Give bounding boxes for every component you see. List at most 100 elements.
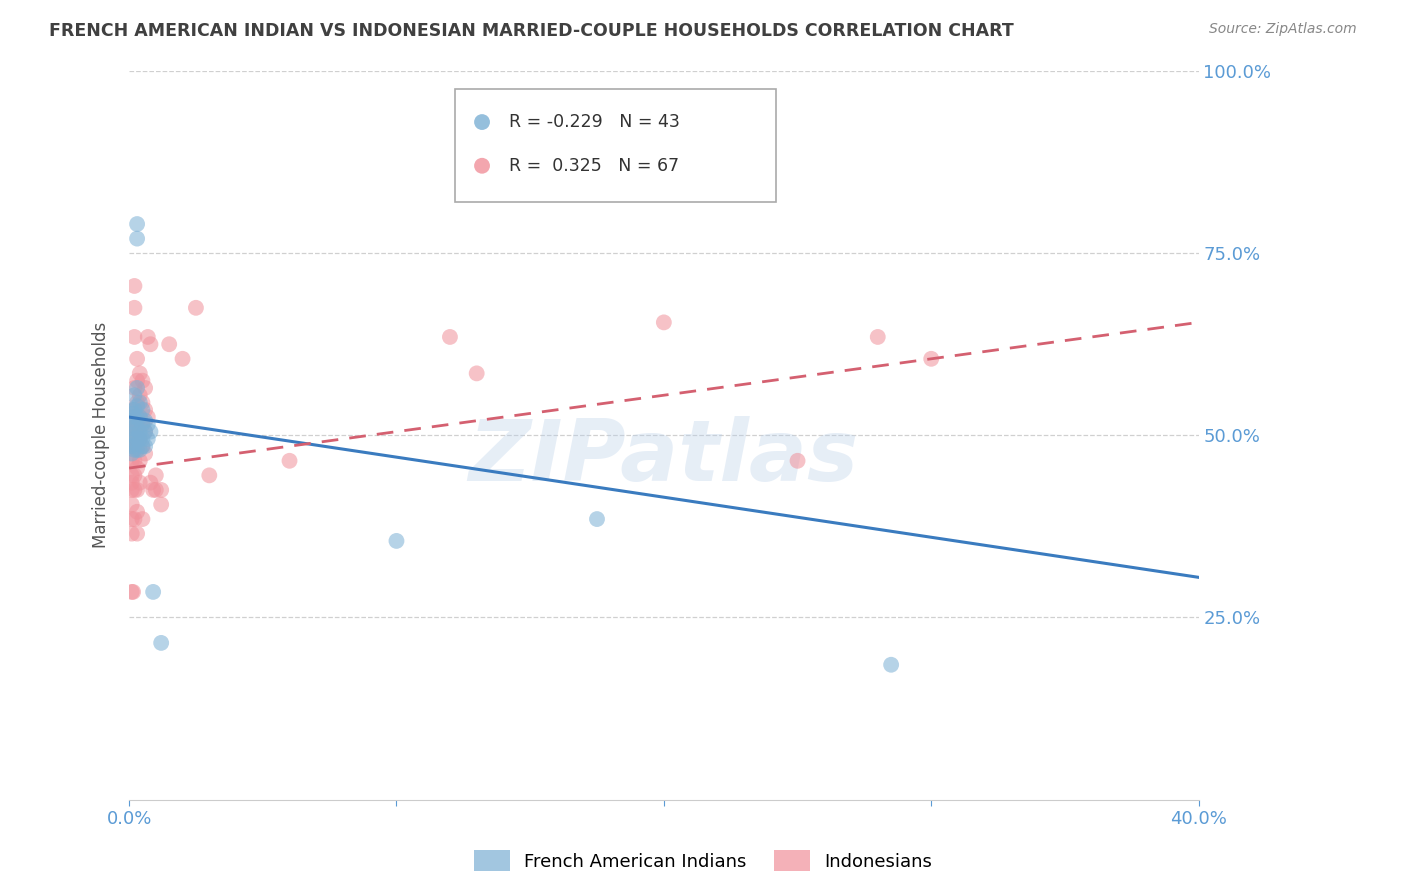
Point <box>121 439 143 453</box>
Point <box>139 425 162 439</box>
Point <box>121 526 143 541</box>
Point <box>131 395 153 409</box>
Point <box>134 414 156 428</box>
Point <box>124 279 146 293</box>
Point <box>131 374 153 388</box>
Point <box>586 512 609 526</box>
Point <box>145 483 167 497</box>
Point <box>121 402 143 417</box>
Point <box>131 417 153 432</box>
Point <box>124 512 146 526</box>
Point <box>121 421 143 435</box>
Point <box>124 432 146 446</box>
Point <box>131 439 153 453</box>
Point <box>127 461 149 475</box>
Text: R =  0.325   N = 67: R = 0.325 N = 67 <box>509 157 679 175</box>
Text: Source: ZipAtlas.com: Source: ZipAtlas.com <box>1209 22 1357 37</box>
Point <box>124 410 146 425</box>
Point <box>127 381 149 395</box>
Point <box>128 410 150 425</box>
Y-axis label: Married-couple Households: Married-couple Households <box>93 322 110 549</box>
Point <box>145 468 167 483</box>
Text: R = -0.229   N = 43: R = -0.229 N = 43 <box>509 113 679 131</box>
Point <box>136 410 159 425</box>
Point <box>136 330 159 344</box>
Point <box>131 432 153 446</box>
Text: FRENCH AMERICAN INDIAN VS INDONESIAN MARRIED-COUPLE HOUSEHOLDS CORRELATION CHART: FRENCH AMERICAN INDIAN VS INDONESIAN MAR… <box>49 22 1014 40</box>
Point <box>134 425 156 439</box>
Point <box>131 439 153 453</box>
Point <box>121 483 143 497</box>
Point <box>786 454 808 468</box>
Point <box>121 475 143 490</box>
Point <box>136 432 159 446</box>
Point <box>136 417 159 432</box>
Point <box>124 402 146 417</box>
Point <box>652 315 675 329</box>
Point <box>134 381 156 395</box>
Point <box>128 410 150 425</box>
Point <box>184 301 207 315</box>
Point <box>127 505 149 519</box>
Point <box>124 402 146 417</box>
Point <box>157 337 180 351</box>
Point <box>121 468 143 483</box>
Point <box>150 483 173 497</box>
Point <box>128 442 150 457</box>
Point <box>134 425 156 439</box>
Point <box>134 446 156 460</box>
Legend: French American Indians, Indonesians: French American Indians, Indonesians <box>467 843 939 879</box>
Point <box>1000 115 1022 129</box>
Point <box>142 483 165 497</box>
Point <box>124 454 146 468</box>
Point <box>122 585 145 599</box>
Point <box>124 442 146 457</box>
Point <box>278 454 301 468</box>
Point <box>124 425 146 439</box>
Point <box>127 417 149 432</box>
Point <box>866 330 889 344</box>
Point <box>124 330 146 344</box>
Point <box>127 351 149 366</box>
Point <box>127 217 149 231</box>
Point <box>124 388 146 402</box>
Point <box>720 177 742 191</box>
Point <box>128 432 150 446</box>
Point <box>198 468 221 483</box>
Point <box>128 425 150 439</box>
Point <box>880 657 903 672</box>
Point <box>139 337 162 351</box>
Point <box>172 351 194 366</box>
Point <box>142 585 165 599</box>
Point <box>124 301 146 315</box>
Point <box>128 388 150 402</box>
Point <box>128 395 150 409</box>
Point <box>127 432 149 446</box>
Point <box>121 498 143 512</box>
Point <box>121 439 143 453</box>
Point <box>128 432 150 446</box>
Point <box>465 367 488 381</box>
Point <box>121 414 143 428</box>
Point <box>131 402 153 417</box>
Point <box>121 446 143 460</box>
Point <box>920 351 942 366</box>
Point <box>127 231 149 245</box>
Point <box>128 367 150 381</box>
Point <box>150 498 173 512</box>
Point <box>121 454 143 468</box>
Point <box>127 410 149 425</box>
Point <box>121 512 143 526</box>
Point <box>134 439 156 453</box>
Point <box>121 435 143 450</box>
Point <box>124 483 146 497</box>
Point <box>139 475 162 490</box>
Point <box>124 468 146 483</box>
Point <box>127 442 149 457</box>
Point <box>127 483 149 497</box>
FancyBboxPatch shape <box>456 89 776 202</box>
Point <box>124 381 146 395</box>
Text: ZIPatlas: ZIPatlas <box>468 416 859 499</box>
Point <box>121 410 143 425</box>
Point <box>121 585 143 599</box>
